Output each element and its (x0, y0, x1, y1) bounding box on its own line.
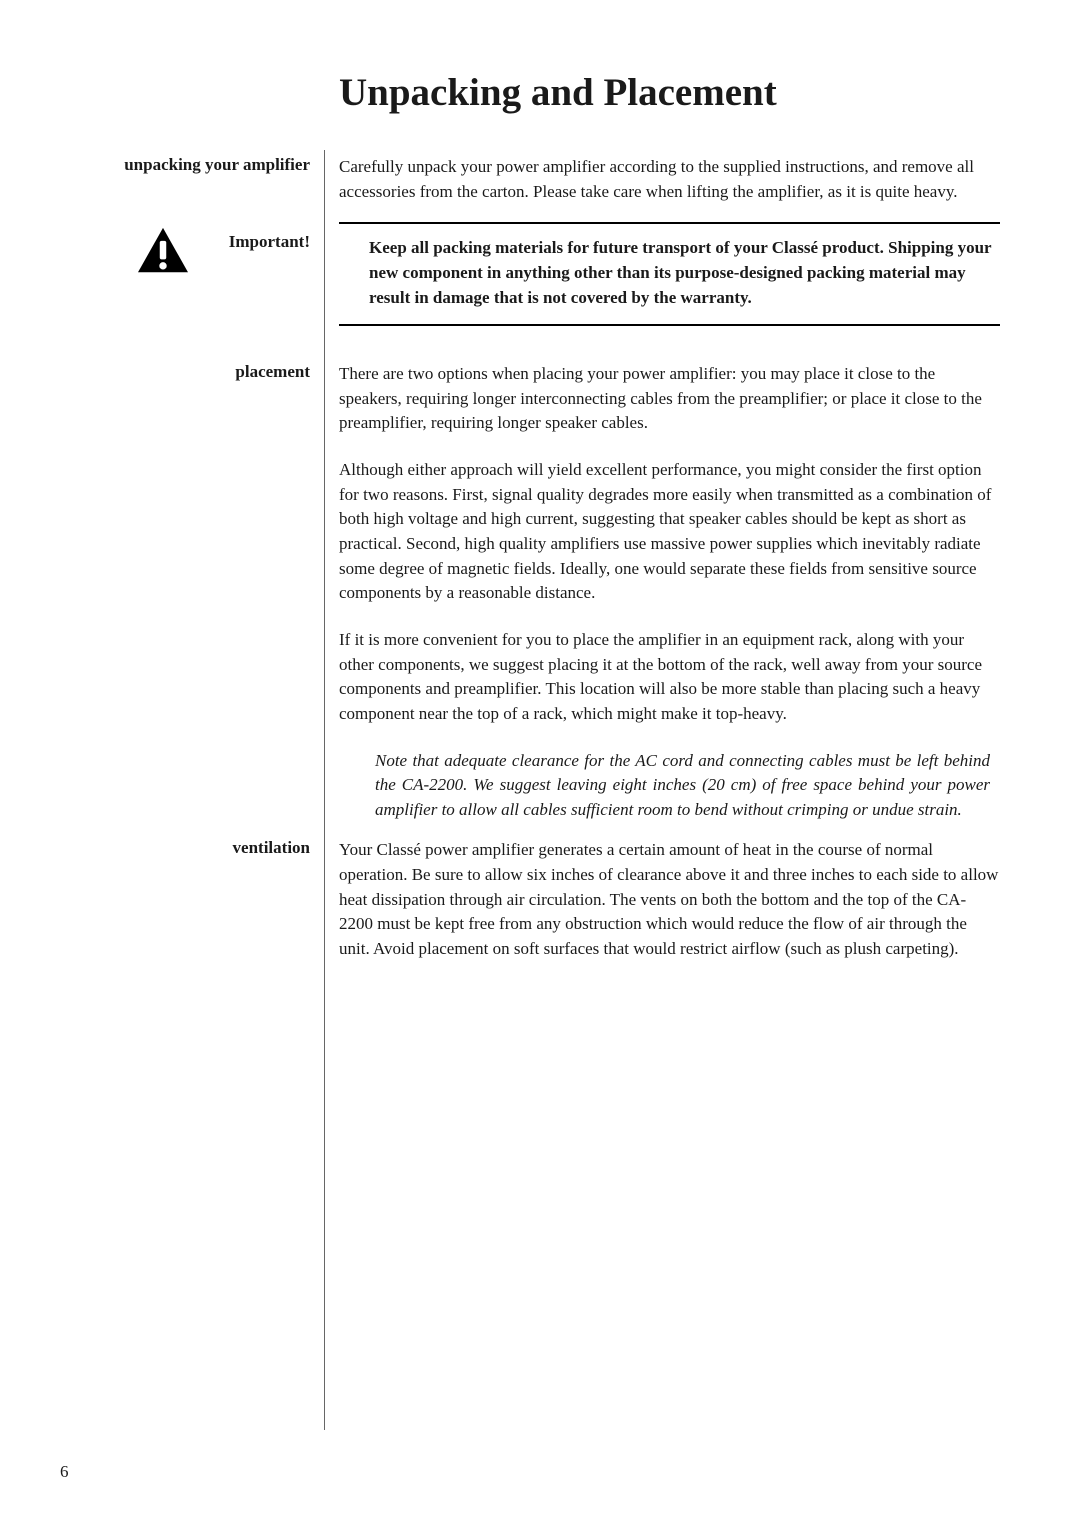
important-label-cell: Important! (60, 222, 324, 276)
unpacking-label-cell: unpacking your amplifier (60, 155, 324, 175)
ventilation-row: ventilation Your Classé power amplifier … (60, 838, 1000, 961)
spacer (60, 822, 1000, 838)
spacer (60, 204, 1000, 222)
important-content: Keep all packing materials for future tr… (324, 222, 1000, 362)
placement-note-block: Note that adequate clearance for the AC … (339, 749, 1000, 823)
warning-icon (135, 226, 191, 276)
placement-row: placement There are two options when pla… (60, 362, 1000, 822)
unpacking-row: unpacking your amplifier Carefully unpac… (60, 155, 1000, 204)
unpacking-text: Carefully unpack your power amplifier ac… (339, 155, 1000, 204)
ventilation-text: Your Classé power amplifier generates a … (339, 838, 1000, 961)
important-label: Important! (229, 232, 310, 252)
placement-para3: If it is more convenient for you to plac… (339, 628, 1000, 727)
placement-label: placement (60, 362, 310, 382)
important-box: Keep all packing materials for future tr… (339, 222, 1000, 326)
ventilation-label: ventilation (60, 838, 310, 858)
vertical-divider (324, 150, 325, 1430)
placement-note: Note that adequate clearance for the AC … (375, 749, 990, 823)
placement-label-cell: placement (60, 362, 324, 382)
page-title: Unpacking and Placement (339, 70, 1000, 115)
placement-content: There are two options when placing your … (324, 362, 1000, 822)
title-cell: Unpacking and Placement (324, 70, 1000, 155)
ventilation-label-cell: ventilation (60, 838, 324, 858)
placement-para2: Although either approach will yield exce… (339, 458, 1000, 606)
important-row: Important! Keep all packing materials fo… (60, 222, 1000, 362)
unpacking-label: unpacking your amplifier (60, 155, 310, 175)
ventilation-content: Your Classé power amplifier generates a … (324, 838, 1000, 961)
important-text: Keep all packing materials for future tr… (369, 236, 1000, 310)
placement-para1: There are two options when placing your … (339, 362, 1000, 436)
unpacking-content: Carefully unpack your power amplifier ac… (324, 155, 1000, 204)
title-row: Unpacking and Placement (60, 70, 1000, 155)
page-number: 6 (60, 1462, 69, 1482)
